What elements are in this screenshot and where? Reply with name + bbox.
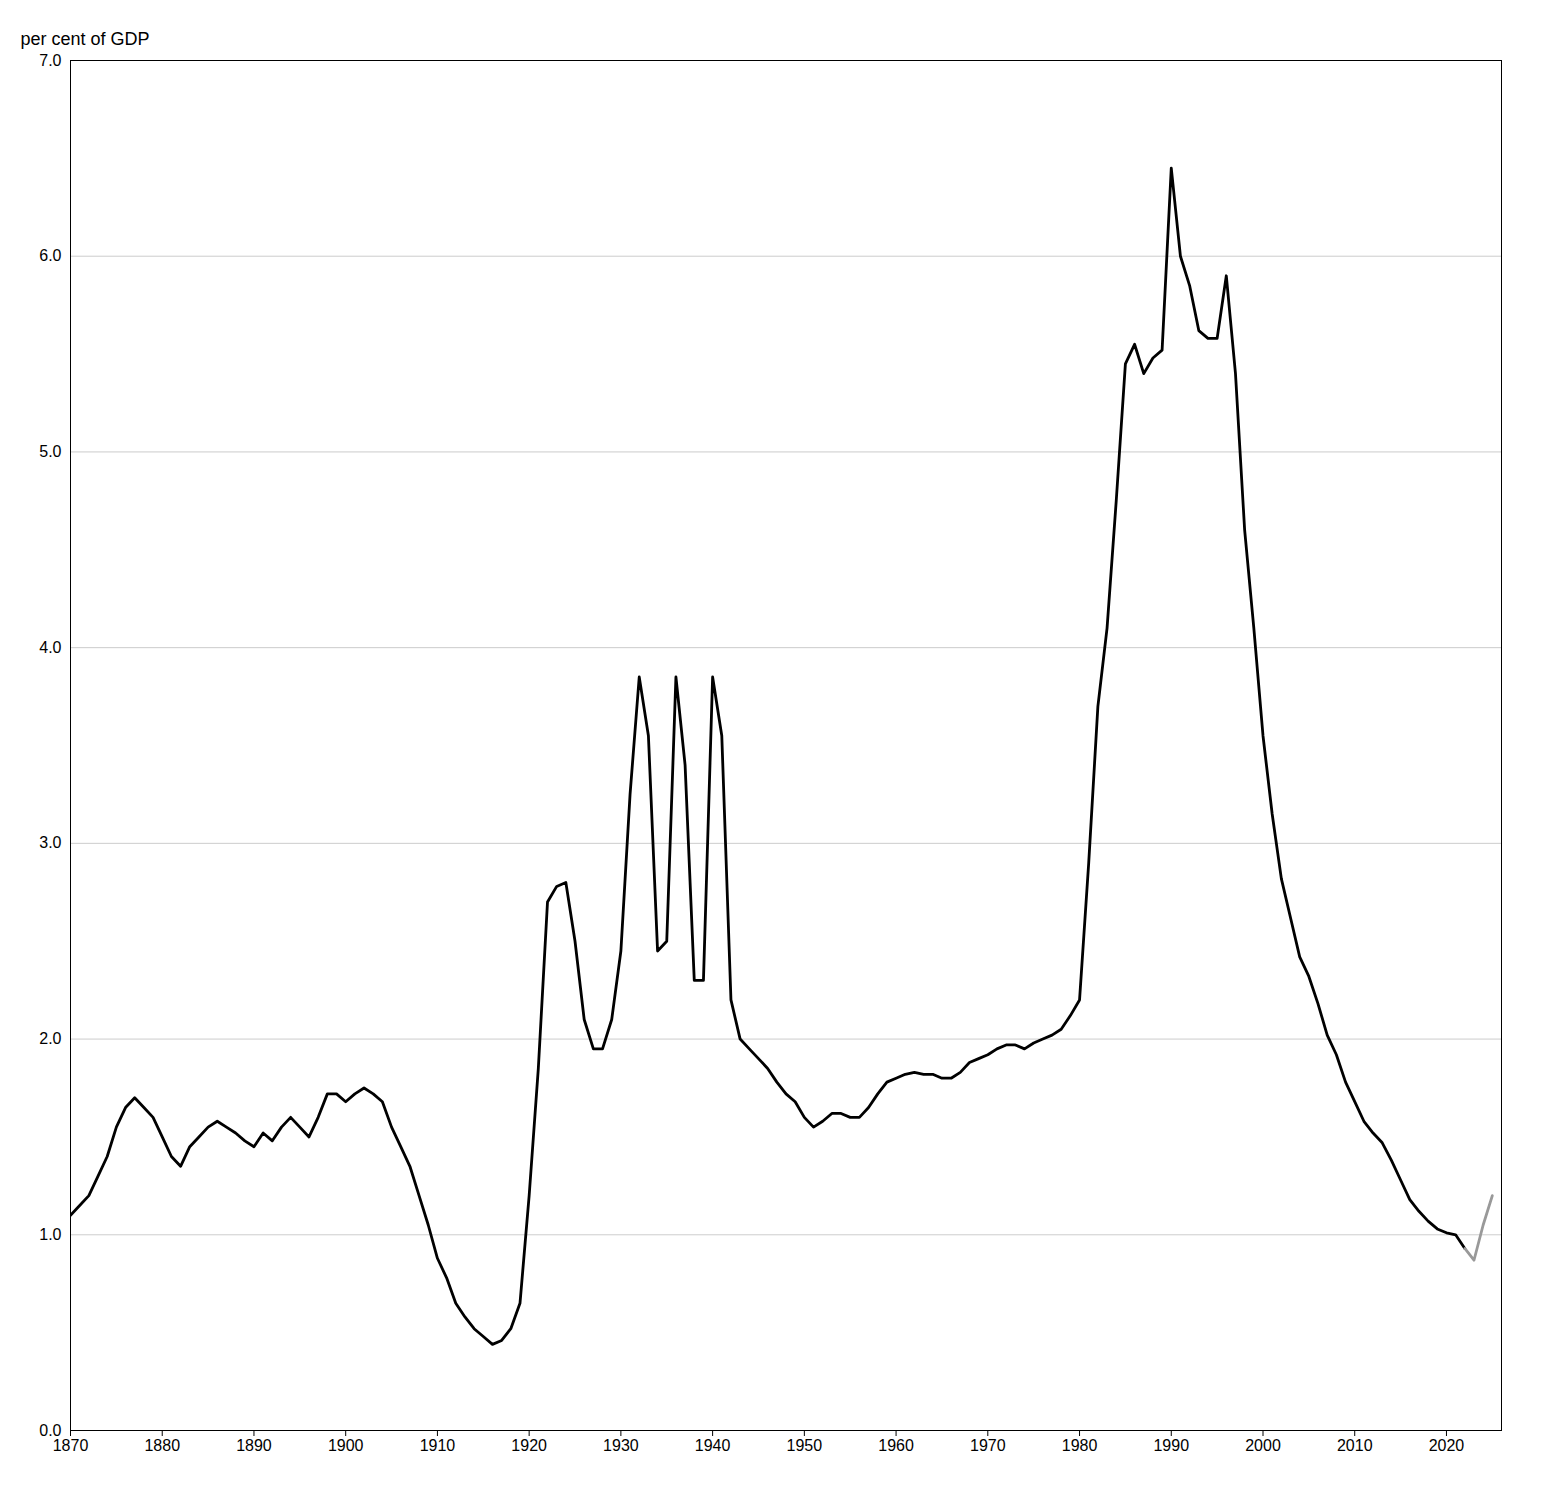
svg-text:1920: 1920 [511,1437,547,1454]
svg-text:5.0: 5.0 [39,443,61,460]
svg-text:2010: 2010 [1337,1437,1373,1454]
svg-text:1.0: 1.0 [39,1226,61,1243]
svg-text:1980: 1980 [1062,1437,1098,1454]
svg-text:1910: 1910 [420,1437,456,1454]
svg-text:1990: 1990 [1153,1437,1189,1454]
svg-text:7.0: 7.0 [39,52,61,69]
svg-text:6.0: 6.0 [39,247,61,264]
svg-text:1970: 1970 [970,1437,1006,1454]
svg-text:1870: 1870 [53,1437,89,1454]
svg-text:1940: 1940 [695,1437,731,1454]
svg-text:1880: 1880 [144,1437,180,1454]
svg-text:1900: 1900 [328,1437,364,1454]
svg-text:2000: 2000 [1245,1437,1281,1454]
svg-text:4.0: 4.0 [39,639,61,656]
svg-text:1960: 1960 [878,1437,914,1454]
svg-text:2020: 2020 [1429,1437,1465,1454]
svg-text:1890: 1890 [236,1437,272,1454]
svg-text:0.0: 0.0 [39,1421,62,1439]
svg-text:1950: 1950 [787,1437,823,1454]
svg-text:2.0: 2.0 [39,1030,61,1047]
svg-text:per cent of GDP: per cent of GDP [21,29,150,49]
svg-text:3.0: 3.0 [39,834,61,851]
svg-text:1930: 1930 [603,1437,639,1454]
